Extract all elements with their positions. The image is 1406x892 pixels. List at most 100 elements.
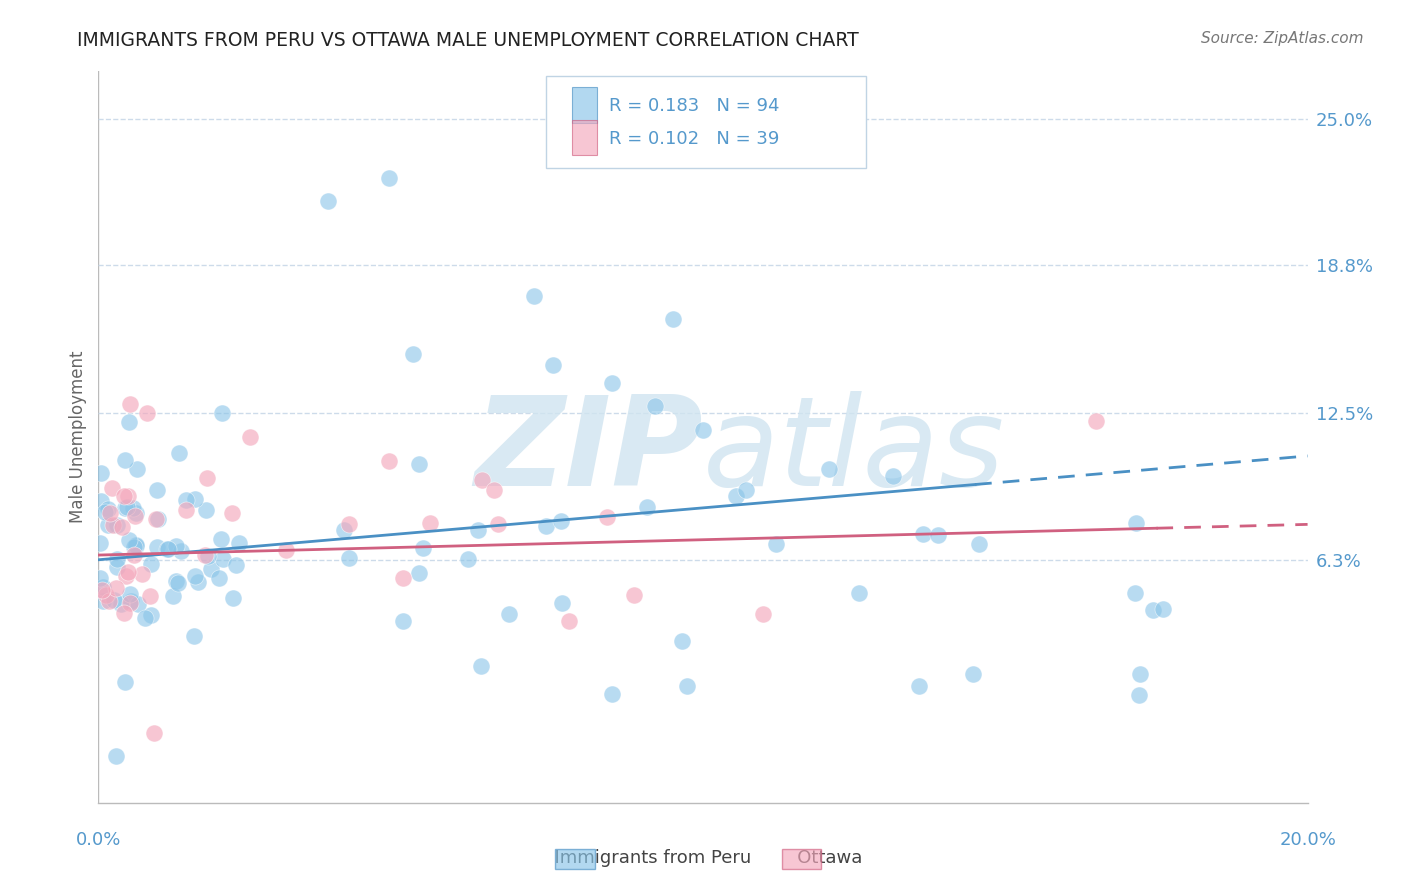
Point [118,397,141,411]
Point [377,453,399,467]
Point [274,542,297,557]
Point [118,415,141,429]
Point [848,586,870,600]
Point [927,528,949,542]
Point [156,541,179,556]
Point [228,535,250,549]
Text: IMMIGRANTS FROM PERU VS OTTAWA MALE UNEMPLOYMENT CORRELATION CHART: IMMIGRANTS FROM PERU VS OTTAWA MALE UNEM… [77,31,859,50]
Point [1128,688,1150,702]
Point [174,493,197,508]
Point [114,501,136,516]
Point [967,537,990,551]
Point [498,607,520,621]
Point [98,506,121,520]
Point [550,596,572,610]
Point [882,469,904,483]
Text: ZIP: ZIP [474,392,703,512]
Point [735,483,758,497]
Text: 20.0%: 20.0% [1279,831,1336,849]
Point [187,575,209,590]
Point [1125,586,1147,600]
Point [1152,601,1174,615]
Point [194,548,217,562]
Point [145,512,167,526]
Point [818,462,841,476]
Point [165,539,187,553]
Point [408,457,430,471]
Point [661,312,683,326]
Point [91,594,114,608]
Point [644,400,666,414]
Point [124,509,146,524]
Point [101,517,124,532]
Point [212,552,235,566]
Text: R = 0.102   N = 39: R = 0.102 N = 39 [609,129,779,148]
Point [98,594,121,608]
Text: 0.0%: 0.0% [76,831,121,849]
Point [402,347,425,361]
Point [105,581,128,595]
Point [131,567,153,582]
Point [602,376,624,390]
Point [118,533,141,548]
Point [127,597,149,611]
Point [125,462,148,476]
Point [457,552,479,566]
Point [419,516,441,530]
Point [412,541,434,555]
Point [200,562,222,576]
Point [111,520,134,534]
Point [118,596,141,610]
Point [122,548,145,562]
Point [120,594,142,608]
Point [117,565,139,579]
Text: Source: ZipAtlas.com: Source: ZipAtlas.com [1201,31,1364,46]
Point [104,749,127,764]
Point [101,481,124,495]
Point [408,566,430,581]
Point [543,358,565,372]
Point [908,679,931,693]
Point [122,500,145,515]
Point [122,540,145,554]
Point [91,583,114,598]
Text: atlas: atlas [703,392,1005,512]
Point [97,518,120,533]
Point [316,194,339,208]
Point [91,580,114,594]
Point [623,588,645,602]
Point [103,593,125,607]
Point [89,571,111,585]
Point [377,170,399,185]
FancyBboxPatch shape [572,87,596,122]
Point [558,614,581,628]
Point [1142,603,1164,617]
Point [676,679,699,693]
Point [671,633,693,648]
Point [221,506,243,520]
Point [752,607,775,621]
Point [139,557,162,571]
Point [333,523,356,537]
Point [765,537,787,551]
Point [486,517,509,532]
Text: Immigrants from Peru        Ottawa: Immigrants from Peru Ottawa [543,849,863,867]
Point [94,588,117,602]
Point [146,540,169,554]
Point [725,489,748,503]
Point [124,538,146,552]
Point [167,446,190,460]
Point [90,493,112,508]
Point [139,589,162,603]
FancyBboxPatch shape [572,120,596,154]
Point [337,517,360,532]
Point [135,407,157,421]
Point [115,500,138,514]
Point [595,510,617,524]
Point [183,491,205,506]
Point [195,503,218,517]
Point [97,501,120,516]
Point [139,608,162,623]
Point [600,687,623,701]
Point [1085,413,1108,427]
